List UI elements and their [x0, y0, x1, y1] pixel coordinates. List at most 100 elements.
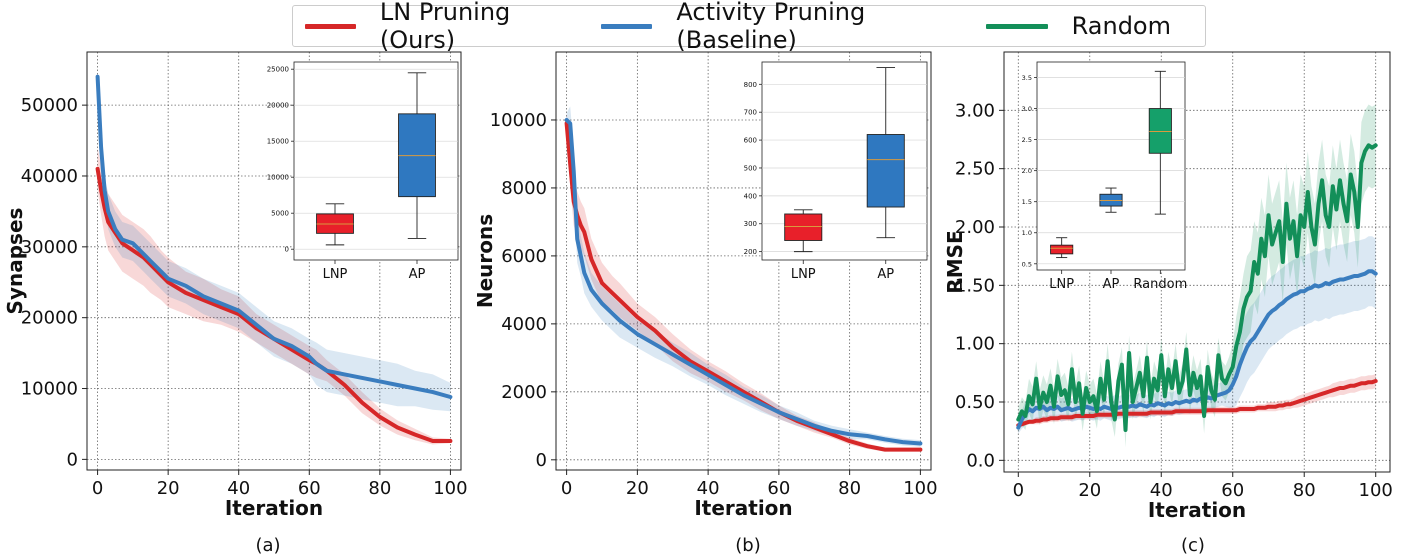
chart-panel-b: 0 20 40 60 80 100 0 2000 4000 6000 8000 10000 Iterat…: [473, 51, 938, 556]
inset-boxplot: 0.5 1.0 1.5 2.0 2.5 3.0 3.5 LNP AP Random: [1022, 61, 1187, 292]
series-band-2: [1018, 236, 1376, 434]
panel-caption: (b): [735, 535, 760, 556]
y-tick-label: 20000: [21, 308, 78, 329]
inset-y-tick-label: 1.0: [1022, 229, 1032, 237]
series-line-1: [564, 121, 923, 452]
inset-y-tick-label: 400: [744, 192, 757, 200]
inset-x-tick-label: AP: [409, 267, 426, 282]
y-tick-label: 1.00: [955, 334, 995, 355]
y-tick-label: 4000: [501, 314, 547, 335]
series-band-1: [566, 113, 921, 452]
plot-frame: [1003, 51, 1391, 473]
inset-y-tick-label: 20000: [267, 102, 289, 110]
inset-y-tick-label: 800: [744, 81, 757, 89]
series-line-1: [95, 166, 453, 443]
legend-swatch: [600, 23, 653, 29]
x-tick-label: 40: [697, 478, 720, 499]
panel-caption: (c): [1181, 535, 1205, 556]
x-tick-label: 20: [626, 478, 649, 499]
y-axis-title: RMSE: [943, 230, 967, 293]
inset-y-tick-label: 10000: [267, 174, 289, 182]
x-tick-label: 80: [368, 478, 391, 499]
chart-panel-c: 0 20 40 60 80 100 0.0 0.50 1.00 1.50 2.00 2.50 3.00 I…: [943, 51, 1393, 556]
inset-y-tick-label: 1.5: [1022, 198, 1032, 206]
legend: LN Pruning (Ours) Activity Pruning (Basel…: [292, 0, 1206, 54]
series-line-1: [1016, 379, 1378, 428]
y-tick-label: 1.50: [955, 275, 995, 296]
inset-y-tick-label: 200: [744, 248, 757, 256]
y-tick-label: 0: [536, 450, 547, 471]
series-line-3: [1016, 143, 1378, 432]
legend-item-2: Activity Pruning (Baseline): [589, 0, 974, 54]
series-line-2: [564, 118, 923, 446]
legend-label: LN Pruning (Ours): [379, 0, 511, 54]
y-tick-label: 3.00: [955, 100, 995, 121]
x-tick-label: 60: [767, 478, 790, 499]
x-axis-title: Iteration: [694, 496, 792, 520]
legend-swatch: [985, 23, 1048, 29]
plot-frame: [86, 51, 462, 471]
y-tick-label: 0.0: [966, 450, 995, 471]
y-tick-label: 10000: [21, 379, 78, 400]
series-band-1: [97, 147, 451, 445]
x-tick-label: 80: [1293, 480, 1316, 501]
inset-x-tick-label: AP: [877, 267, 894, 282]
chart-panel-a: 0 20 40 60 80 10001000020000300004000050000It…: [3, 51, 468, 556]
x-axis-title: Iteration: [1148, 498, 1246, 522]
inset-y-tick-label: 3.0: [1022, 105, 1032, 113]
y-tick-label: 50000: [21, 95, 78, 116]
inset-y-tick-label: 25000: [267, 66, 289, 74]
panel-caption: (a): [255, 535, 280, 556]
box-ap: [866, 134, 905, 208]
inset-x-tick-label: LNP: [1049, 277, 1074, 292]
series-line-2: [1016, 269, 1378, 430]
inset-y-tick-label: 600: [744, 137, 757, 145]
legend-label: Random: [1071, 12, 1171, 40]
inset-y-tick-label: 5000: [271, 210, 289, 218]
inset-x-tick-label: LNP: [323, 267, 348, 282]
x-tick-label: 40: [227, 478, 250, 499]
y-tick-label: 6000: [501, 246, 547, 267]
y-axis-title: Synapses: [3, 208, 27, 315]
y-tick-label: 2.00: [955, 217, 995, 238]
legend-label: Activity Pruning (Baseline): [676, 0, 866, 54]
x-tick-label: 60: [1221, 480, 1244, 501]
inset-y-tick-label: 500: [744, 164, 757, 172]
inset-frame: [1036, 61, 1186, 271]
plot-frame: [555, 51, 932, 471]
box-lnp: [1050, 244, 1074, 255]
inset-y-tick-label: 700: [744, 109, 757, 117]
y-tick-label: 8000: [501, 178, 547, 199]
inset-x-tick-label: LNP: [791, 267, 816, 282]
x-tick-label: 100: [433, 478, 467, 499]
y-axis-title: Neurons: [473, 214, 497, 308]
legend-swatch: [305, 23, 356, 29]
series-line-2: [95, 74, 453, 399]
inset-boxplot: 0 5000 10000 15000 20000 25000 LNP AP: [267, 61, 459, 282]
y-tick-label: 2.50: [955, 159, 995, 180]
x-tick-label: 100: [903, 478, 937, 499]
y-tick-label: 2000: [501, 382, 547, 403]
x-tick-label: 20: [157, 478, 180, 499]
inset-y-tick-label: 0: [285, 246, 289, 254]
x-tick-label: 100: [1359, 480, 1393, 501]
inset-x-tick-label: AP: [1103, 277, 1120, 292]
y-tick-label: 0.50: [955, 392, 995, 413]
x-tick-label: 60: [298, 478, 321, 499]
box-random: [1148, 108, 1172, 154]
box-lnp: [784, 213, 823, 241]
inset-y-tick-label: 2.0: [1022, 167, 1032, 175]
y-tick-label: 10000: [490, 110, 547, 131]
inset-y-tick-label: 0.5: [1022, 260, 1032, 268]
x-tick-label: 0: [92, 478, 103, 499]
y-tick-label: 40000: [21, 166, 78, 187]
inset-y-tick-label: 3.5: [1022, 74, 1032, 82]
inset-y-tick-label: 300: [744, 220, 757, 228]
x-tick-label: 0: [1013, 480, 1024, 501]
y-tick-label: 30000: [21, 237, 78, 258]
inset-y-tick-label: 2.5: [1022, 136, 1032, 144]
x-tick-label: 0: [561, 478, 572, 499]
series-band-2: [97, 71, 451, 412]
x-tick-label: 20: [1078, 480, 1101, 501]
x-tick-label: 40: [1150, 480, 1173, 501]
